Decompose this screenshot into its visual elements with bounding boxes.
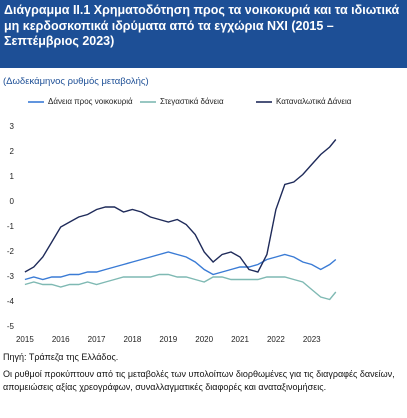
y-tick-label: -1	[7, 222, 15, 231]
x-tick-label: 2020	[195, 335, 213, 344]
x-tick-label: 2021	[231, 335, 249, 344]
x-tick-label: 2022	[267, 335, 285, 344]
y-tick-label: -5	[7, 322, 15, 331]
chart-title: Διάγραμμα ΙΙ.1 Χρηματοδότηση προς τα νοι…	[0, 0, 407, 68]
y-tick-label: -3	[7, 272, 15, 281]
source: Πηγή: Τράπεζα της Ελλάδος.	[3, 352, 119, 362]
series-line	[24, 273, 337, 301]
x-tick-label: 2016	[52, 335, 70, 344]
y-tick-label: -4	[7, 297, 15, 306]
y-tick-label: 2	[10, 147, 15, 156]
y-tick-label: 3	[10, 122, 15, 131]
note: Οι ρυθμοί προκύπτουν από τις μεταβολές τ…	[3, 369, 395, 392]
x-tick-label: 2019	[159, 335, 177, 344]
x-tick-label: 2023	[303, 335, 321, 344]
x-tick-label: 2017	[88, 335, 106, 344]
chart-subtitle: (Δωδεκάμηνος ρυθμός μεταβολής)	[3, 76, 149, 87]
series-line	[24, 251, 337, 281]
legend-label: Δάνεια προς νοικοκυριά	[48, 97, 133, 106]
y-tick-label: -2	[7, 247, 15, 256]
legend-label: Στεγαστικά δάνεια	[160, 97, 224, 106]
series-line	[24, 139, 337, 273]
legend-label: Καταναλωτικά Δάνεια	[276, 97, 352, 106]
x-tick-label: 2015	[16, 335, 34, 344]
x-tick-label: 2018	[124, 335, 142, 344]
y-tick-label: 1	[10, 172, 15, 181]
chart: -5 -4 -3 -2 -1 0 1 2 3 2015 2016 2017 2018 2019 2020 20…	[7, 97, 352, 344]
y-tick-label: 0	[10, 197, 15, 206]
